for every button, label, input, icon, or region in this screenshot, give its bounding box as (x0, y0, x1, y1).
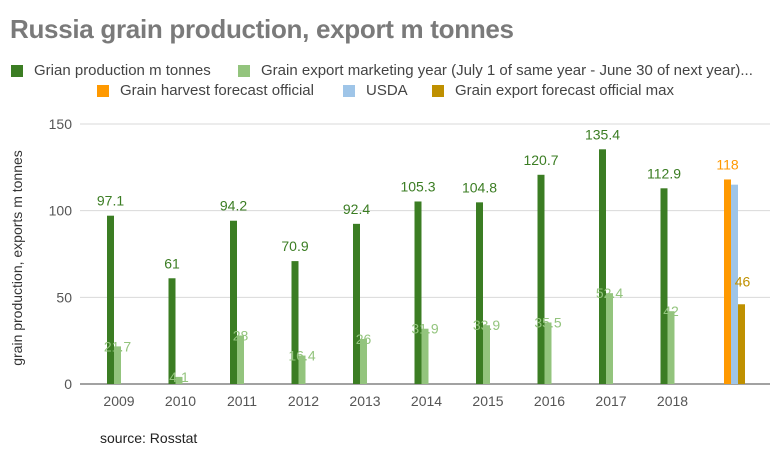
bar-1-2[interactable] (237, 335, 244, 384)
y-axis-label: grain production, exports m tonnes (9, 150, 25, 366)
legend-swatch-harvest-forecast (97, 84, 109, 97)
legend-item-production[interactable]: Grian production m tonnes (11, 62, 211, 79)
bar-4-10[interactable] (738, 304, 745, 384)
bar-1-1[interactable] (175, 376, 183, 384)
bar-0-5[interactable] (414, 201, 422, 384)
bar-1-9[interactable] (667, 311, 675, 384)
data-label-0-2: 94.2 (220, 198, 247, 214)
bar-1-3[interactable] (298, 355, 306, 384)
bar-1-8[interactable] (606, 293, 613, 384)
legend-swatch-export-forecast (432, 84, 444, 97)
x-tick-label: 2011 (227, 393, 257, 409)
legend-label-production: Grian production m tonnes (34, 62, 211, 79)
data-label-0-4: 92.4 (343, 201, 370, 217)
x-tick-label: 2010 (165, 393, 196, 409)
bar-3-10[interactable] (731, 184, 738, 384)
data-label-0-6: 104.8 (462, 179, 497, 195)
data-label-1-2: 28 (233, 327, 249, 343)
data-label-2-10: 118 (716, 156, 739, 172)
y-tick-label: 150 (49, 116, 73, 132)
x-tick-label: 2012 (288, 393, 319, 409)
data-label-1-0: 21.7 (104, 338, 131, 354)
legend-swatch-usda (343, 84, 355, 97)
x-tick-label: 2013 (349, 393, 380, 409)
legend-swatch-export (238, 64, 250, 77)
legend-item-usda[interactable]: USDA (343, 82, 408, 99)
bar-0-7[interactable] (537, 174, 545, 384)
legend-item-export[interactable]: Grain export marketing year (July 1 of s… (238, 62, 753, 79)
x-tick-label: 2018 (657, 393, 688, 409)
bar-0-0[interactable] (107, 215, 114, 384)
x-tick-label: 2015 (472, 393, 503, 409)
bar-1-5[interactable] (421, 328, 429, 384)
chart-title: Russia grain production, export m tonnes (10, 14, 514, 44)
data-label-1-5: 31.9 (411, 321, 438, 337)
bar-0-4[interactable] (353, 223, 360, 384)
data-label-1-8: 52.4 (596, 285, 623, 301)
data-label-0-9: 112.9 (647, 165, 681, 181)
data-label-0-3: 70.9 (281, 238, 308, 254)
data-label-4-10: 46 (735, 273, 751, 289)
data-label-1-7: 35.5 (534, 314, 561, 330)
legend-label-harvest-forecast: Grain harvest forecast official (120, 82, 314, 99)
source-note: source: Rosstat (100, 430, 198, 446)
bar-1-0[interactable] (114, 346, 121, 384)
bar-1-7[interactable] (544, 322, 552, 384)
bar-0-8[interactable] (599, 149, 606, 384)
bar-0-2[interactable] (230, 220, 237, 384)
x-tick-label: 2009 (103, 393, 134, 409)
bar-0-9[interactable] (660, 188, 668, 384)
y-axis-ticks: 0 50 100 150 (49, 116, 73, 392)
legend-item-harvest-forecast[interactable]: Grain harvest forecast official (97, 82, 314, 99)
legend-label-export-forecast: Grain export forecast official max (455, 82, 674, 99)
bar-0-6[interactable] (476, 202, 483, 384)
data-label-1-1: 4.1 (169, 369, 189, 385)
bar-1-6[interactable] (483, 325, 490, 384)
x-tick-label: 2014 (411, 393, 442, 409)
data-label-0-7: 120.7 (523, 152, 558, 168)
data-labels: 97.1 21.7 61 4.1 94.2 28 70.9 16.4 92.4 26 105.3 31… (97, 126, 751, 385)
legend-swatch-production (11, 64, 23, 77)
data-label-0-0: 97.1 (97, 193, 124, 209)
legend-label-usda: USDA (366, 82, 408, 99)
y-tick-label: 100 (49, 203, 73, 219)
data-label-1-9: 42 (663, 303, 679, 319)
x-axis-ticks: 2009 2010 2011 2012 2013 2014 2015 2016 2017 2018 (103, 393, 688, 409)
data-label-0-8: 135.4 (585, 126, 620, 142)
x-tick-label: 2016 (534, 393, 565, 409)
legend-item-export-forecast[interactable]: Grain export forecast official max (432, 82, 674, 99)
y-tick-label: 50 (56, 289, 72, 305)
bar-2-10[interactable] (724, 179, 731, 384)
x-tick-label: 2017 (595, 393, 626, 409)
bar-1-4[interactable] (360, 338, 367, 384)
data-label-1-3: 16.4 (288, 348, 315, 364)
legend-label-export: Grain export marketing year (July 1 of s… (261, 62, 753, 79)
bar-0-3[interactable] (291, 261, 299, 384)
data-label-1-4: 26 (356, 331, 372, 347)
bars (107, 149, 745, 384)
data-label-1-6: 33.9 (473, 317, 500, 333)
data-label-0-1: 61 (164, 255, 180, 271)
bar-0-1[interactable] (168, 278, 176, 384)
y-tick-label: 0 (64, 376, 72, 392)
data-label-0-5: 105.3 (400, 178, 435, 194)
